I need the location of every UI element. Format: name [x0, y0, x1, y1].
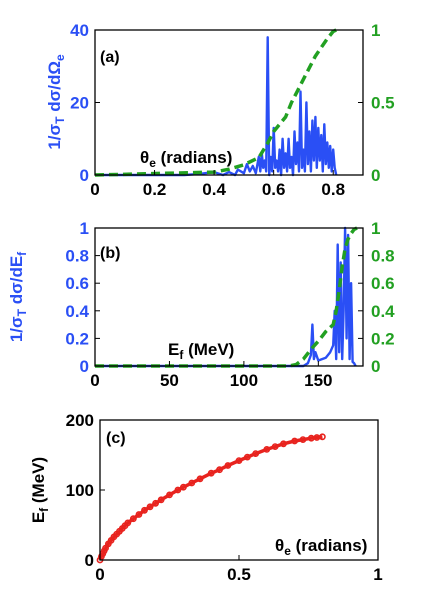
y-tick-label-left-b-5: 1: [80, 219, 89, 238]
panel-a: 0 0.2 0.4 0.6 0.8 0 20 40 0 0.5 1 (a) θe (radians)…: [45, 21, 395, 199]
x-axis-label-a: θe (radians): [140, 148, 232, 170]
y-tick-label-left-b-4: 0.8: [65, 247, 89, 266]
y-tick-label-right-a-0: 0: [371, 166, 380, 185]
axes-frame-c: [99, 419, 379, 561]
x-tick-label-c-2: 1: [373, 565, 382, 584]
x-label-sub-b: f: [179, 348, 184, 362]
x-label-rest-a: (radians): [156, 148, 233, 167]
x-label-main-c: θ: [275, 536, 284, 555]
x-label-rest-b: (MeV): [183, 340, 234, 359]
y-tick-label-right-a-2: 1: [371, 21, 380, 40]
x-axis-label-b: Ef (MeV): [168, 340, 234, 362]
scatter-band-c: [98, 435, 323, 561]
y-tick-label-left-c-0: 0: [85, 551, 94, 570]
panel-label-b: (b): [100, 245, 120, 262]
distribution-line-b: [95, 226, 357, 368]
x-label-main-b: E: [168, 340, 179, 359]
y-tick-label-right-b-3: 0.6: [371, 274, 395, 293]
x-label-sub-a: e: [149, 156, 156, 170]
y-tick-label-left-a-1: 20: [70, 94, 89, 113]
ticks-group-c: 0 0.5 1 0 100 200: [66, 411, 383, 584]
x-tick-label-a-3: 0.6: [262, 180, 286, 199]
y-tick-label-left-b-0: 0: [80, 357, 89, 376]
y-tick-label-right-b-1: 0.2: [371, 329, 395, 348]
x-tick-label-c-1: 0.5: [227, 565, 251, 584]
x-tick-label-a-2: 0.4: [202, 180, 226, 199]
axes-frame-a: [94, 29, 364, 176]
x-label-sub-c: e: [284, 544, 291, 558]
y-axis-label-a: 1/σT dσ/dΩe: [45, 54, 67, 150]
x-tick-label-c-0: 0: [95, 565, 104, 584]
y-tick-label-left-c-2: 200: [66, 411, 94, 430]
ticks-group-b: 0 50 100 150 0 0.2 0.4 0.6 0.8 1 0 0.2 0.4 0.6 0.8 1: [65, 219, 395, 390]
y-tick-label-left-a-0: 0: [80, 166, 89, 185]
x-tick-label-a-4: 0.8: [321, 180, 345, 199]
series-group-a: [94, 28, 338, 177]
x-axis-label-c: θe (radians): [275, 536, 367, 558]
y-tick-label-left-c-1: 100: [66, 481, 94, 500]
cumulative-line-a: [94, 28, 337, 177]
y-tick-label-left-b-1: 0.2: [65, 329, 89, 348]
y-tick-label-right-b-5: 1: [371, 219, 380, 238]
axes-frame-b: [94, 227, 364, 367]
y-tick-label-right-b-2: 0.4: [371, 302, 395, 321]
x-tick-label-b-1: 50: [160, 371, 179, 390]
series-group-c: [96, 433, 326, 564]
y-tick-label-right-b-4: 0.8: [371, 247, 395, 266]
panel-b: 0 50 100 150 0 0.2 0.4 0.6 0.8 1 0 0.2 0.4 0.6 0.8 1 (b…: [7, 219, 395, 390]
x-tick-label-a-1: 0.2: [143, 180, 167, 199]
y-axis-label-b: 1/σT dσ/dEf: [7, 251, 29, 342]
ticks-group-a: 0 0.2 0.4 0.6 0.8 0 20 40 0 0.5 1: [70, 21, 395, 199]
panel-label-a: (a): [100, 49, 120, 66]
y-axis-label-c: Ef (MeV): [29, 457, 51, 523]
x-tick-label-b-0: 0: [90, 371, 99, 390]
panel-c: 0 0.5 1 0 100 200 (c) θe (radians) Ef (MeV): [29, 411, 383, 584]
y-tick-label-left-b-2: 0.4: [65, 302, 89, 321]
x-label-main-a: θ: [140, 148, 149, 167]
y-tick-label-right-a-1: 0.5: [371, 94, 395, 113]
y-tick-label-left-a-2: 40: [70, 21, 89, 40]
y-tick-label-left-b-3: 0.6: [65, 274, 89, 293]
x-tick-label-a-0: 0: [90, 180, 99, 199]
panel-label-c: (c): [106, 430, 126, 447]
x-tick-label-b-3: 150: [304, 371, 332, 390]
distribution-line-a: [95, 36, 338, 177]
x-tick-label-b-2: 100: [230, 371, 258, 390]
x-label-rest-c: (radians): [291, 536, 368, 555]
y-tick-label-right-b-0: 0: [371, 357, 380, 376]
plot-area-c: [100, 420, 378, 560]
series-group-b: [95, 226, 358, 368]
